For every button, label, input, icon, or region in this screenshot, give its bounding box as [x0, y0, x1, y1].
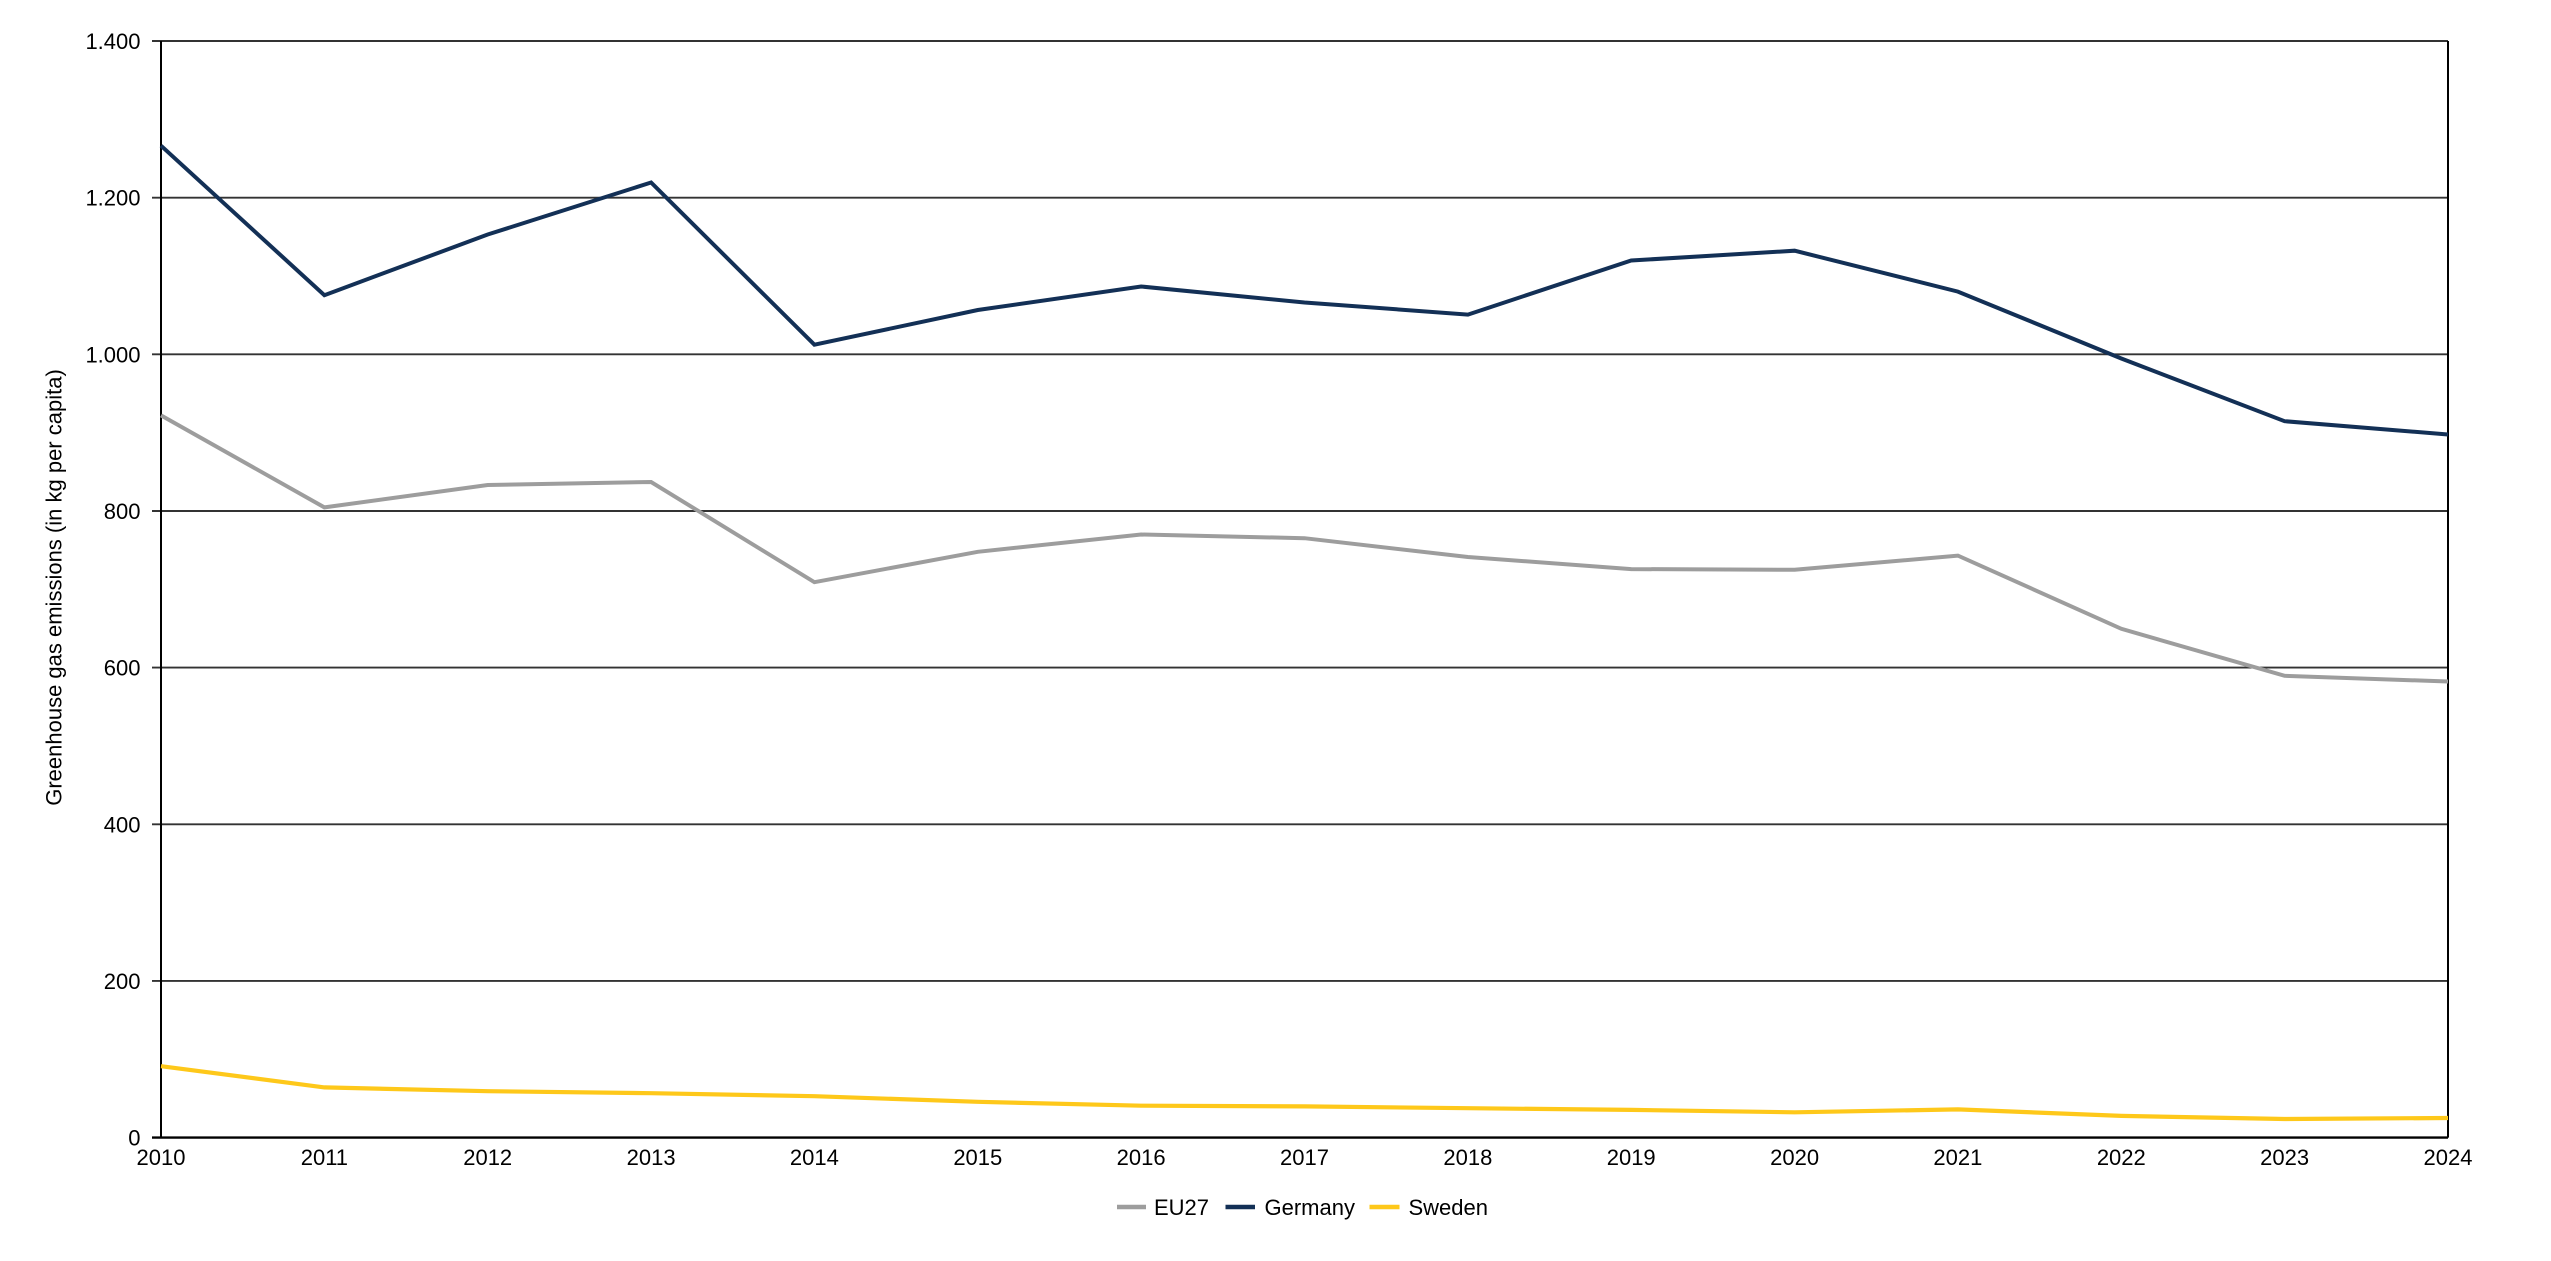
svg-text:EU27: EU27 [1154, 1195, 1209, 1220]
svg-text:2016: 2016 [1117, 1145, 1166, 1170]
svg-text:Greenhouse gas emissions (in k: Greenhouse gas emissions (in kg per capi… [42, 369, 67, 806]
svg-text:2019: 2019 [1607, 1145, 1656, 1170]
svg-text:2015: 2015 [953, 1145, 1002, 1170]
svg-text:2024: 2024 [2424, 1145, 2473, 1170]
svg-text:2021: 2021 [1933, 1145, 1982, 1170]
svg-text:Sweden: Sweden [1409, 1195, 1489, 1220]
svg-text:2011: 2011 [301, 1145, 348, 1170]
svg-text:Germany: Germany [1265, 1195, 1355, 1220]
svg-text:1.400: 1.400 [85, 29, 140, 54]
svg-text:1.000: 1.000 [85, 342, 140, 367]
svg-text:2013: 2013 [627, 1145, 676, 1170]
svg-text:2010: 2010 [137, 1145, 186, 1170]
svg-text:2023: 2023 [2260, 1145, 2309, 1170]
svg-text:2018: 2018 [1443, 1145, 1492, 1170]
svg-text:2017: 2017 [1280, 1145, 1329, 1170]
svg-text:1.200: 1.200 [85, 186, 140, 211]
svg-text:2020: 2020 [1770, 1145, 1819, 1170]
svg-text:2022: 2022 [2097, 1145, 2146, 1170]
svg-text:400: 400 [104, 812, 141, 837]
svg-text:600: 600 [104, 656, 141, 681]
svg-text:2014: 2014 [790, 1145, 839, 1170]
svg-text:2012: 2012 [463, 1145, 512, 1170]
svg-text:200: 200 [104, 969, 141, 994]
svg-text:0: 0 [128, 1126, 140, 1151]
svg-text:800: 800 [104, 499, 141, 524]
